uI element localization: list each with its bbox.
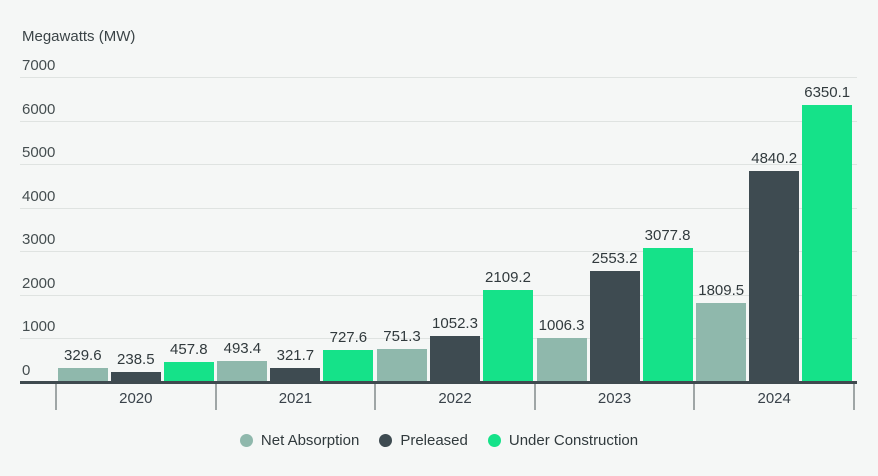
gridline — [20, 207, 857, 209]
legend-swatch-icon — [379, 434, 393, 447]
legend-item-net-absorption: Net Absorption — [239, 432, 360, 449]
plot-area: 7000 6000 5000 4000 3000 2000 1000 0 329.6 238.5 4… — [20, 58, 857, 384]
x-axis-category-label: 2024 — [757, 390, 791, 407]
legend-item-under-construction: Under Construction — [487, 432, 639, 449]
bar-preleased — [430, 336, 480, 382]
bar-preleased — [110, 371, 161, 382]
gridline — [20, 251, 857, 253]
bar-value-label: 727.6 — [329, 329, 368, 347]
y-axis-tick-label: 6000 — [22, 100, 56, 118]
x-axis-category-label: 2022 — [438, 390, 472, 407]
x-axis-tick — [533, 384, 536, 410]
bar-value-label: 321.7 — [276, 346, 315, 364]
y-axis-tick-label: 7000 — [22, 57, 56, 74]
bar-value-label: 329.6 — [64, 346, 102, 364]
bar-net-absorption — [536, 338, 587, 382]
y-axis-tick-label: 2000 — [22, 274, 56, 292]
y-axis-tick-label: 3000 — [22, 231, 56, 249]
bar-preleased — [749, 171, 800, 382]
bar-preleased — [589, 270, 640, 382]
y-axis-tick-label: 4000 — [22, 187, 56, 205]
x-axis-category-label: 2023 — [597, 390, 632, 407]
legend-swatch-icon — [239, 434, 253, 447]
legend-label: Under Construction — [508, 432, 639, 449]
bar-under-construction — [642, 247, 693, 382]
gridline — [20, 164, 857, 166]
bar-net-absorption — [57, 367, 108, 382]
bar-preleased — [270, 367, 321, 382]
bar-under-construction — [323, 350, 374, 382]
x-axis-category-label: 2020 — [119, 390, 153, 407]
legend-label: Net Absorption — [260, 432, 360, 449]
bar-value-label: 1052.3 — [432, 315, 478, 333]
bar-under-construction — [163, 362, 214, 382]
bar-value-label: 493.4 — [223, 339, 262, 357]
y-axis-title: Megawatts (MW) — [22, 28, 136, 45]
x-axis-tick — [55, 384, 57, 410]
bar-value-label: 2109.2 — [485, 269, 531, 287]
legend-item-preleased: Preleased — [379, 432, 468, 449]
x-axis-tick — [693, 384, 696, 410]
bar-under-construction — [802, 105, 853, 382]
y-axis-tick-label: 5000 — [22, 144, 56, 162]
bar-value-label: 6350.1 — [804, 84, 851, 102]
bar-value-label: 4840.2 — [751, 150, 798, 168]
legend-label: Preleased — [400, 432, 468, 449]
bar-value-label: 751.3 — [383, 328, 421, 346]
gridline — [20, 77, 857, 78]
bar-value-label: 1809.5 — [698, 282, 745, 300]
gridline — [20, 294, 857, 296]
y-axis-tick-label: 0 — [22, 362, 31, 379]
bar-net-absorption — [217, 360, 268, 382]
x-axis-tick — [853, 384, 855, 410]
legend-swatch-icon — [487, 434, 501, 447]
x-axis-tick — [214, 384, 217, 410]
x-axis-category-label: 2021 — [278, 390, 313, 407]
bar-net-absorption — [377, 349, 427, 382]
y-axis-tick-label: 1000 — [22, 318, 56, 336]
x-axis-tick — [374, 384, 377, 410]
bar-net-absorption — [696, 303, 747, 382]
bar-value-label: 457.8 — [170, 341, 208, 359]
bar-value-label: 3077.8 — [644, 226, 691, 244]
bar-value-label: 1006.3 — [538, 317, 585, 335]
x-axis-baseline — [20, 381, 857, 384]
bar-under-construction — [483, 290, 533, 382]
bar-value-label: 2553.2 — [591, 249, 638, 267]
legend: Net Absorption Preleased Under Constructio… — [0, 432, 878, 449]
gridline — [20, 120, 857, 122]
bar-value-label: 238.5 — [117, 350, 155, 368]
